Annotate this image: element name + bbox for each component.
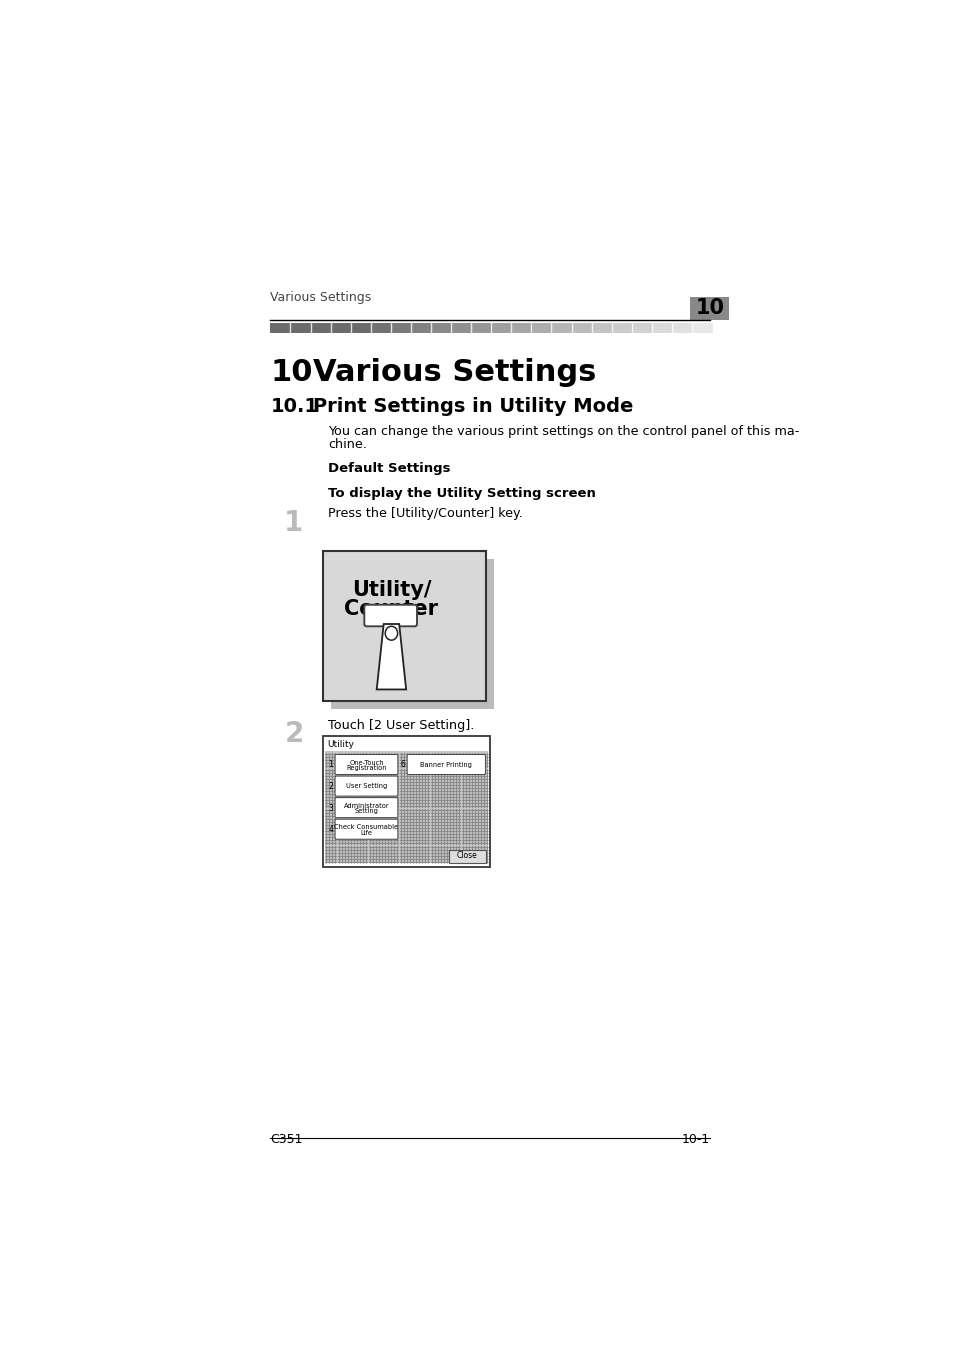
Text: One-Touch: One-Touch: [349, 760, 383, 765]
FancyBboxPatch shape: [335, 798, 397, 818]
Text: C351: C351: [270, 1133, 302, 1146]
Bar: [551, 323, 572, 333]
Bar: [671, 323, 692, 333]
Text: Registration: Registration: [346, 765, 386, 771]
Text: To display the Utility Setting screen: To display the Utility Setting screen: [328, 487, 596, 500]
Bar: [491, 323, 511, 333]
Bar: [531, 323, 551, 333]
Bar: [323, 736, 489, 867]
Text: Various Settings: Various Settings: [270, 292, 372, 305]
Text: Utility/: Utility/: [352, 580, 431, 601]
Text: 2: 2: [328, 782, 333, 791]
Text: 1: 1: [284, 509, 303, 536]
Text: You can change the various print settings on the control panel of this ma-: You can change the various print setting…: [328, 425, 799, 439]
Text: Life: Life: [360, 830, 372, 836]
Text: 10.1: 10.1: [270, 397, 318, 416]
Text: Touch [2 User Setting].: Touch [2 User Setting].: [328, 718, 475, 732]
Bar: [511, 323, 531, 333]
FancyBboxPatch shape: [335, 819, 397, 840]
Text: 10-1: 10-1: [680, 1133, 709, 1146]
Text: Counter: Counter: [344, 598, 438, 618]
Bar: [324, 751, 488, 864]
FancyBboxPatch shape: [407, 755, 485, 775]
Text: Press the [Utility/Counter] key.: Press the [Utility/Counter] key.: [328, 508, 522, 520]
Text: Close: Close: [456, 852, 477, 860]
Bar: [323, 551, 485, 701]
Text: 10: 10: [270, 358, 313, 387]
FancyBboxPatch shape: [335, 755, 397, 775]
Text: 3: 3: [328, 803, 333, 813]
Bar: [691, 323, 712, 333]
Bar: [391, 323, 411, 333]
Bar: [431, 323, 451, 333]
Text: Print Settings in Utility Mode: Print Settings in Utility Mode: [313, 397, 633, 416]
Polygon shape: [376, 624, 406, 690]
Bar: [611, 323, 632, 333]
Text: Setting: Setting: [355, 809, 378, 814]
Text: Utility: Utility: [328, 740, 355, 748]
FancyBboxPatch shape: [364, 605, 416, 626]
FancyBboxPatch shape: [335, 776, 397, 796]
Text: 1: 1: [328, 760, 333, 770]
Bar: [371, 323, 391, 333]
Bar: [631, 323, 652, 333]
Text: Various Settings: Various Settings: [313, 358, 596, 387]
Text: 10: 10: [695, 298, 723, 319]
Bar: [690, 297, 728, 320]
Bar: [290, 323, 311, 333]
Text: chine.: chine.: [328, 437, 367, 451]
Bar: [270, 323, 291, 333]
Bar: [311, 323, 331, 333]
Text: Administrator: Administrator: [343, 803, 389, 809]
Bar: [351, 323, 371, 333]
Bar: [571, 323, 592, 333]
Text: Banner Printing: Banner Printing: [420, 761, 472, 768]
Text: Check Consumable: Check Consumable: [335, 825, 398, 830]
Bar: [331, 559, 493, 709]
Text: 6: 6: [400, 760, 405, 770]
Bar: [651, 323, 672, 333]
Text: User Setting: User Setting: [346, 783, 387, 790]
FancyBboxPatch shape: [448, 849, 485, 864]
Text: Default Settings: Default Settings: [328, 462, 451, 475]
Bar: [411, 323, 431, 333]
Bar: [451, 323, 471, 333]
Bar: [591, 323, 612, 333]
Text: 2: 2: [284, 721, 303, 748]
Ellipse shape: [385, 626, 397, 640]
Bar: [471, 323, 491, 333]
Text: 4: 4: [328, 825, 333, 834]
Bar: [331, 323, 351, 333]
